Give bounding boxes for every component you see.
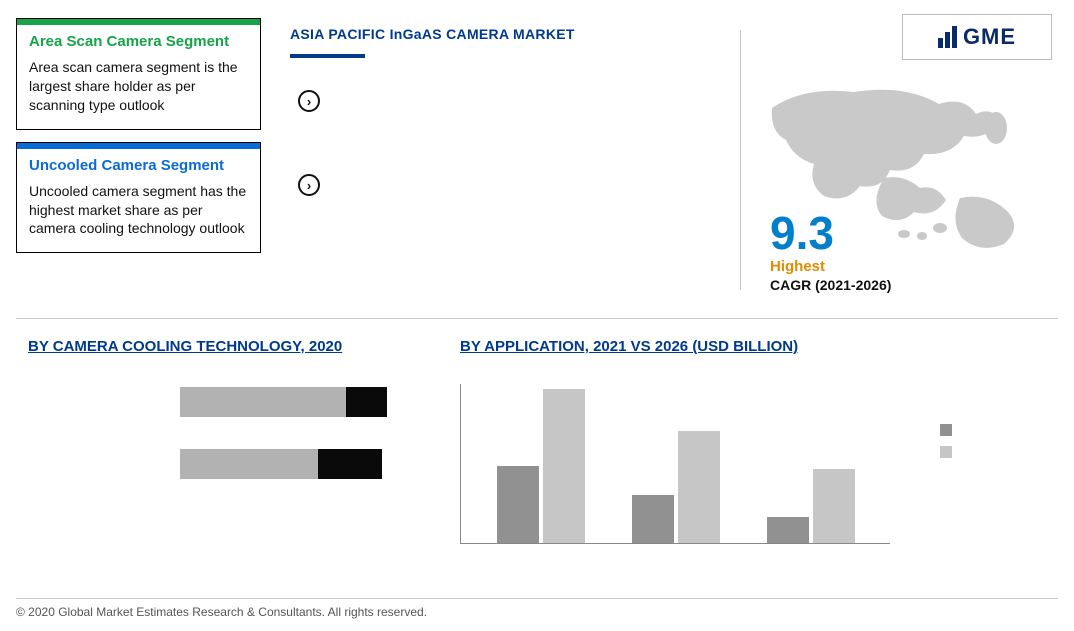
legend-swatch	[940, 446, 952, 458]
hbar-segment-a	[180, 387, 346, 417]
cooling-tech-chart	[40, 386, 420, 546]
card-title: Uncooled Camera Segment	[29, 157, 248, 174]
bar-group	[626, 431, 726, 543]
hbar-row	[40, 448, 420, 480]
card-title: Area Scan Camera Segment	[29, 33, 248, 50]
chevron-right-icon: ›	[298, 174, 320, 196]
bar-2021	[767, 517, 809, 543]
hbar-track	[180, 387, 410, 417]
copyright-text: © 2020 Global Market Estimates Research …	[16, 605, 427, 619]
legend-item	[940, 446, 960, 458]
cagr-value: 9.3	[770, 210, 891, 256]
page-title: ASIA PACIFIC InGaAS CAMERA MARKET	[290, 26, 575, 42]
bar-2021	[632, 495, 674, 543]
section-title-application: BY APPLICATION, 2021 VS 2026 (USD BILLIO…	[460, 338, 798, 355]
vertical-divider	[740, 30, 741, 290]
title-underline	[290, 54, 365, 58]
chart-plot-area	[460, 384, 890, 544]
footer-divider	[16, 598, 1058, 599]
logo-bars-icon	[938, 26, 957, 48]
hbar-segment-a	[180, 449, 318, 479]
bar-2026	[678, 431, 720, 543]
logo-text: GME	[963, 24, 1016, 50]
card-desc: Area scan camera segment is the largest …	[29, 58, 248, 115]
hbar-track	[180, 449, 410, 479]
card-accent-bar	[17, 19, 260, 25]
section-title-cooling: BY CAMERA COOLING TECHNOLOGY, 2020	[28, 338, 342, 355]
card-area-scan: Area Scan Camera Segment Area scan camer…	[16, 18, 261, 130]
cagr-block: 9.3 Highest CAGR (2021-2026)	[770, 210, 891, 293]
bar-2026	[543, 389, 585, 543]
hbar-segment-b	[318, 449, 382, 479]
key-point: ›	[298, 88, 718, 112]
application-chart	[460, 374, 960, 574]
cagr-highest-label: Highest	[770, 258, 891, 275]
hbar-row	[40, 386, 420, 418]
card-desc: Uncooled camera segment has the highest …	[29, 182, 248, 239]
key-point: ›	[298, 172, 718, 196]
card-uncooled: Uncooled Camera Segment Uncooled camera …	[16, 142, 261, 254]
card-accent-bar	[17, 143, 260, 149]
hbar-segment-b	[346, 387, 387, 417]
key-points-list: › ›	[298, 88, 718, 256]
side-cards-column: Area Scan Camera Segment Area scan camer…	[16, 18, 261, 265]
legend-item	[940, 424, 960, 436]
bar-group	[491, 389, 591, 543]
chart-legend	[940, 424, 960, 468]
bar-2026	[813, 469, 855, 543]
gme-logo: GME	[902, 14, 1052, 60]
horizontal-divider	[16, 318, 1058, 319]
legend-swatch	[940, 424, 952, 436]
bar-2021	[497, 466, 539, 543]
chevron-right-icon: ›	[298, 90, 320, 112]
cagr-period-label: CAGR (2021-2026)	[770, 277, 891, 293]
bar-group	[761, 469, 861, 543]
